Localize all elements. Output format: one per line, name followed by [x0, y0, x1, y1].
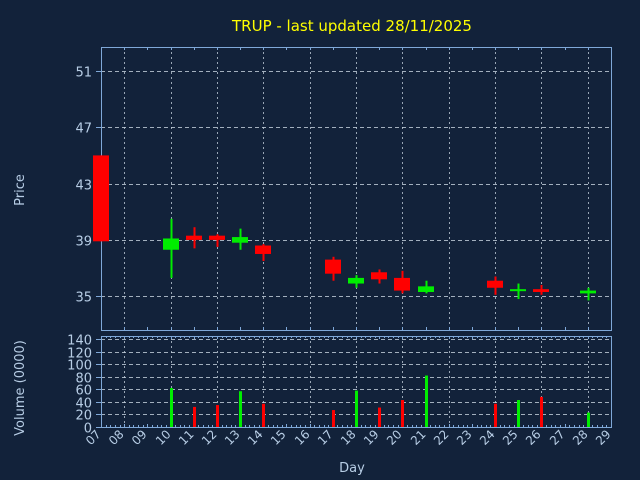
x-axis-label: Day	[339, 461, 365, 476]
price-tick-label: 51	[75, 66, 92, 81]
candle-body	[348, 277, 364, 284]
candle-body	[325, 259, 341, 274]
candle-body	[394, 277, 410, 291]
price-tick-label: 43	[75, 179, 92, 194]
volume-tick-label: 120	[67, 347, 92, 362]
candle-body	[93, 155, 109, 242]
candle-body	[418, 286, 434, 292]
chart-title: TRUP - last updated 28/11/2025	[231, 17, 472, 35]
volume-axis-label: Volume (0000)	[13, 340, 28, 436]
candle-body	[371, 272, 387, 280]
x-axis-ticks: 07 08 09 10 11 12 13 14 15 16 17 18 19 20 21 22 23 24 25 26…	[83, 427, 614, 448]
price-tick-label: 35	[75, 291, 92, 306]
volume-tick-label: 100	[67, 359, 92, 374]
volume-tick-label: 40	[75, 397, 92, 412]
candle-body	[533, 289, 549, 292]
price-tick-label: 47	[75, 122, 92, 137]
candle-body	[580, 290, 596, 294]
candle-body	[510, 289, 526, 292]
candle-body	[232, 237, 248, 243]
candle-body	[255, 245, 271, 254]
volume-tick-label: 0	[84, 422, 92, 437]
price-panel: 35 39 43 47 51	[75, 47, 612, 331]
candle-body	[163, 238, 179, 250]
candle-body	[209, 235, 225, 240]
volume-tick-label: 20	[75, 409, 92, 424]
volume-tick-label: 80	[75, 372, 92, 387]
candle-body	[487, 280, 503, 288]
price-tick-label: 39	[75, 235, 92, 250]
price-axis-label: Price	[13, 174, 28, 206]
volume-tick-label: 60	[75, 384, 92, 399]
volume-tick-label: 140	[67, 334, 92, 349]
candle-body	[186, 235, 202, 240]
